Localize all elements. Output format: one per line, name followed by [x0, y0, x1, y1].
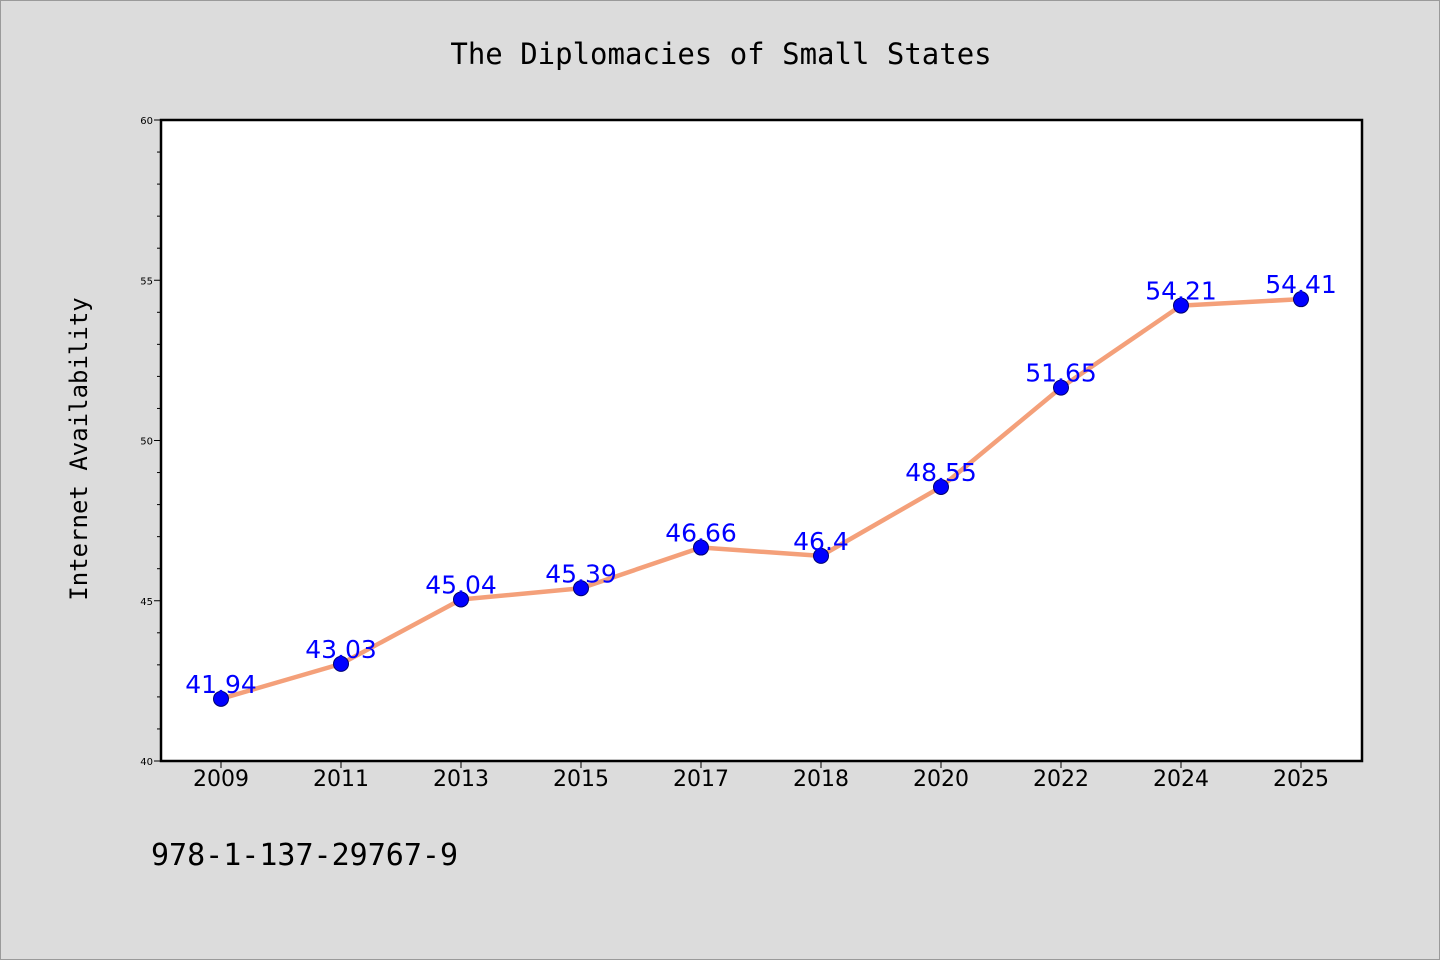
y-tick-label: 55 [140, 276, 153, 287]
x-tick-label: 2009 [193, 767, 249, 792]
data-label: 54.21 [1145, 277, 1217, 306]
y-tick-label: 40 [140, 757, 153, 768]
chart-title: The Diplomacies of Small States [450, 37, 991, 71]
data-point [1293, 291, 1309, 308]
series-line [218, 296, 1304, 702]
data-label: 43.03 [305, 635, 377, 664]
data-label: 45.04 [425, 570, 497, 599]
data-label: 51.65 [1025, 359, 1097, 388]
x-tick-label: 2015 [553, 767, 609, 792]
data-point [693, 539, 709, 556]
data-point [213, 690, 229, 707]
data-point [933, 478, 949, 495]
data-label: 41.94 [185, 670, 257, 699]
data-label: 46.4 [793, 527, 849, 556]
data-point [1173, 297, 1189, 314]
data-point [573, 580, 589, 597]
y-axis-label: Internet Availability [65, 297, 93, 600]
x-tick-label: 2022 [1033, 767, 1089, 792]
axis-ticks: 40 45 50 55 60 2009 2011 2013 2015 2017 2018 2020 20… [140, 116, 1329, 792]
x-tick-label: 2017 [673, 767, 729, 792]
data-point [333, 655, 349, 672]
x-tick-label: 2020 [913, 767, 969, 792]
data-point [1053, 379, 1069, 396]
data-point [453, 591, 469, 608]
data-point [813, 547, 829, 564]
y-tick-label: 50 [140, 437, 153, 448]
x-tick-label: 2018 [793, 767, 849, 792]
x-tick-label: 2024 [1153, 767, 1209, 792]
y-tick-label: 60 [140, 116, 153, 127]
data-label: 45.39 [545, 559, 617, 588]
data-label: 54.41 [1265, 270, 1337, 299]
x-tick-label: 2013 [433, 767, 489, 792]
series-layer: 41.94 43.03 45.04 45.39 46.66 46.4 48.55 51.65 5… [185, 270, 1337, 707]
data-label: 46.66 [665, 519, 737, 548]
x-tick-label: 2025 [1273, 767, 1329, 792]
data-label: 48.55 [905, 458, 977, 487]
x-tick-label: 2011 [313, 767, 369, 792]
y-tick-label: 45 [140, 597, 153, 608]
isbn-annotation: 978-1-137-29767-9 [151, 838, 458, 873]
